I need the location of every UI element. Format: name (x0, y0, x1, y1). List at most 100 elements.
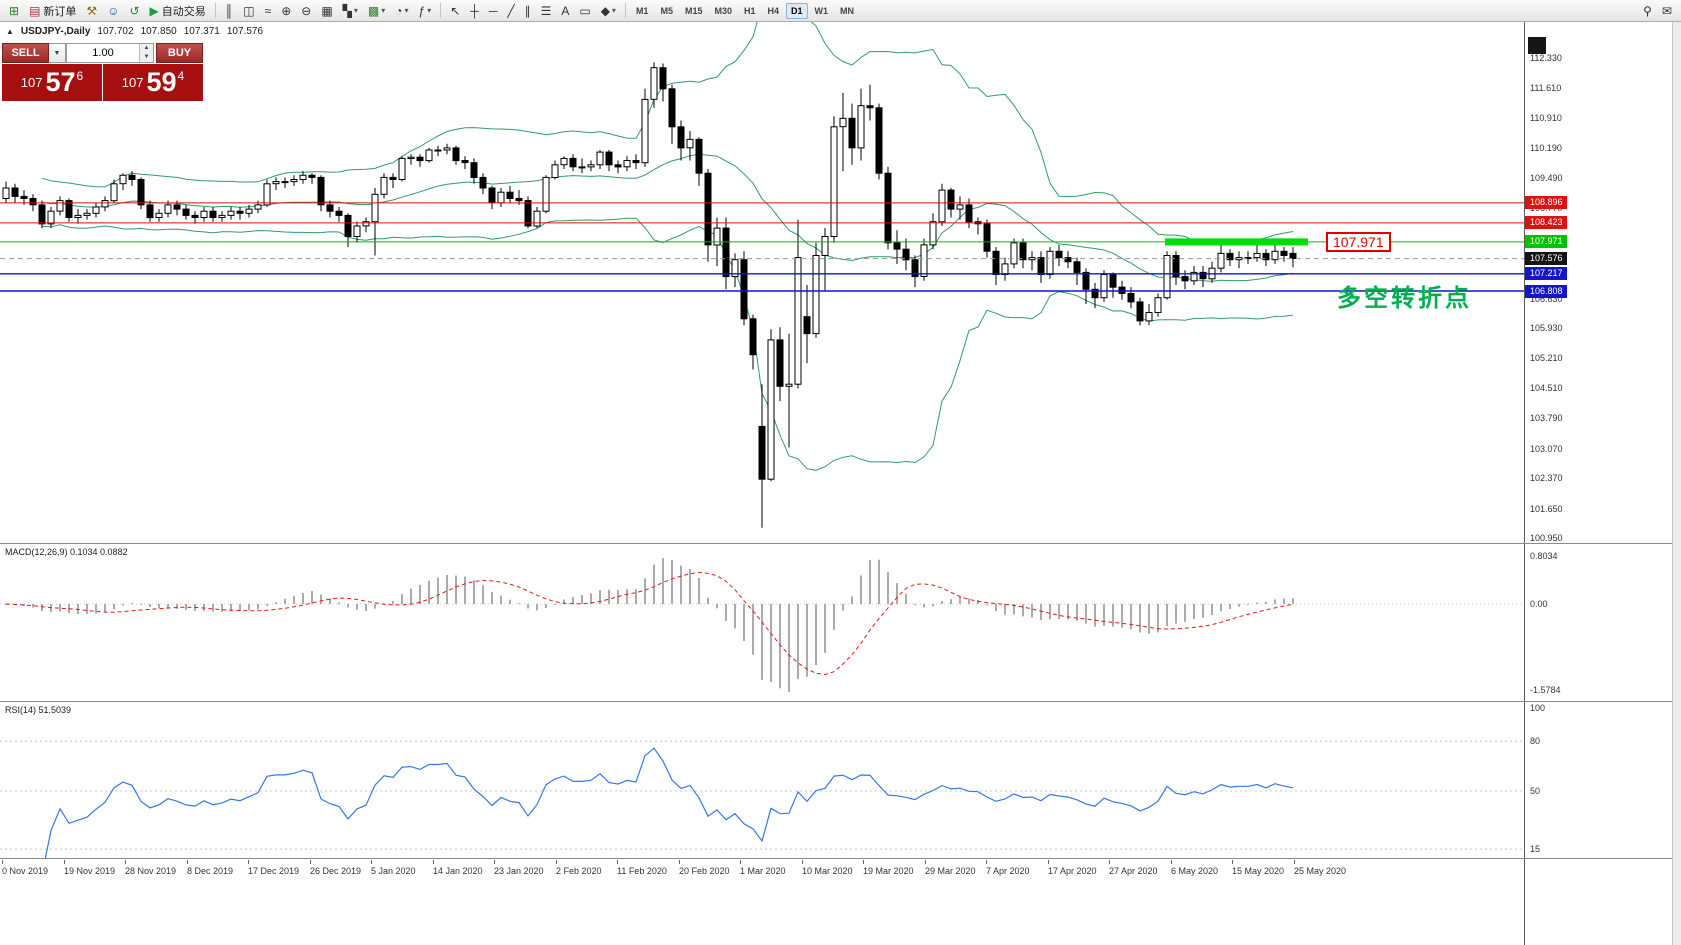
time-axis-tick (556, 860, 557, 864)
tools-icon[interactable]: ⚒ (82, 1, 101, 21)
quote-low: 107.371 (183, 26, 220, 37)
price-axis-label: 105.930 (1530, 323, 1563, 333)
time-axis-label: 20 Feb 2020 (679, 866, 730, 876)
templates-icon[interactable]: ▩ ▾ (364, 1, 389, 21)
timeframe-button-w1[interactable]: W1 (814, 5, 829, 16)
sell-price-frac: 6 (76, 69, 84, 83)
volume-dropdown[interactable]: ▼ (49, 43, 66, 63)
timeframe-button-m5[interactable]: M5 (660, 5, 673, 16)
buy-price-frac: 4 (177, 69, 185, 83)
indicators-icon-caret[interactable]: ▾ (427, 6, 432, 15)
search-icon[interactable]: ⚲ (1639, 1, 1656, 21)
panel-splitter[interactable] (0, 543, 1672, 544)
timeframe-button-m30[interactable]: M30 (714, 5, 732, 16)
equidistant-channel-icon: ∥ (524, 3, 531, 18)
zoom-out-icon[interactable]: ⊖ (297, 1, 315, 21)
tools-icon: ⚒ (86, 3, 98, 18)
one-click-trading-panel: SELL ▼ ▲ ▼ BUY 107 57 6 107 59 4 (2, 43, 203, 101)
turning-point-note[interactable]: 多空转折点 (1337, 285, 1472, 312)
macd-panel[interactable]: MACD(12,26,9) 0.1034 0.0882 (0, 544, 1524, 701)
line-chart-icon[interactable]: ≈ (261, 1, 276, 21)
tile-windows-icon[interactable]: ▦ (317, 1, 336, 21)
bar-chart-icon: ║ (224, 3, 234, 18)
time-axis-border (0, 858, 1672, 859)
history-icon[interactable]: ↺ (125, 1, 143, 21)
sell-price-prefix: 107 (20, 75, 43, 90)
panel-splitter[interactable] (0, 701, 1672, 702)
price-highlight-label[interactable]: 107.971 (1326, 232, 1391, 252)
price-axis[interactable]: 112.330111.610110.910110.190109.490108.7… (1524, 22, 1672, 945)
right-scrollbar[interactable] (1672, 22, 1681, 945)
price-axis-label: 106.630 (1530, 294, 1563, 304)
time-axis-label: 14 Jan 2020 (433, 866, 483, 876)
crosshair-icon[interactable]: ┼ (466, 1, 483, 21)
time-axis-label: 17 Dec 2019 (248, 866, 300, 876)
rsi-title: RSI(14) 51.5039 (5, 705, 72, 715)
line-chart-icon: ≈ (264, 3, 272, 18)
time-axis-tick (1048, 860, 1049, 864)
chat-icon: ✉ (1661, 3, 1672, 18)
indicators-icon[interactable]: ƒ ▾ (415, 1, 436, 21)
price-axis-label: 103.790 (1530, 413, 1563, 423)
trendline-icon[interactable]: ╱ (503, 1, 518, 21)
text-label-icon: ▭ (579, 3, 591, 18)
bar-chart-icon[interactable]: ║ (221, 1, 238, 21)
tile-windows-icon: ▦ (321, 3, 333, 18)
templates-icon-caret[interactable]: ▾ (381, 6, 386, 15)
objects-icon-caret[interactable]: ▾ (611, 6, 616, 15)
timeframe-button-m15[interactable]: M15 (684, 5, 703, 16)
buy-button[interactable]: BUY (156, 43, 203, 63)
timeframe-button-mn[interactable]: MN (840, 5, 855, 16)
bollinger-bands (41, 22, 1294, 471)
new-chart-icon[interactable]: ⊞ (5, 1, 23, 21)
candlestick-icon[interactable]: ◫ (239, 1, 258, 21)
new-order-button[interactable]: ▤ 新订单 (25, 1, 80, 21)
price-axis-label: 109.490 (1530, 173, 1563, 183)
price-axis-label: 110.190 (1530, 143, 1562, 153)
price-marker-current-price: 107.576 (1525, 252, 1567, 265)
volume-down-button[interactable]: ▼ (140, 53, 153, 62)
time-axis-label: 2 Feb 2020 (556, 866, 602, 876)
horizontal-line-icon[interactable]: ─ (485, 1, 502, 21)
chart-window[interactable]: ▲ USDJPY-,Daily 107.702 107.850 107.371 … (0, 22, 1681, 945)
timeframe-button-m1[interactable]: M1 (635, 5, 649, 16)
period-icon-caret[interactable]: ▾ (404, 6, 409, 15)
cursor-icon[interactable]: ↖ (446, 1, 464, 21)
indicators-icon: ƒ (418, 3, 426, 18)
zoom-in-icon[interactable]: ⊕ (277, 1, 295, 21)
volume-input[interactable] (67, 44, 139, 62)
profiles-icon[interactable]: ☺ (103, 1, 123, 21)
horizontal-levels[interactable] (0, 202, 1524, 292)
arrange-windows-icon-caret[interactable]: ▾ (353, 6, 358, 15)
autotrading-button[interactable]: ▶ 自动交易 (146, 1, 210, 21)
main-chart-svg (0, 22, 1524, 528)
sell-price-button[interactable]: 107 57 6 (2, 64, 102, 101)
candlestick-icon: ◫ (243, 3, 255, 18)
arrange-windows-icon[interactable]: ▚ ▾ (339, 1, 362, 21)
rsi-line (44, 747, 1294, 858)
fibonacci-icon[interactable]: ☰ (537, 1, 556, 21)
main-chart[interactable]: 107.971 多空转折点 (0, 22, 1524, 543)
quote-close: 107.576 (226, 26, 264, 37)
toolbar-separator (214, 3, 216, 18)
search-icon: ⚲ (1643, 3, 1652, 18)
zoom-out-icon: ⊖ (301, 3, 312, 18)
volume-up-button[interactable]: ▲ (140, 44, 153, 53)
volume-field: ▲ ▼ (66, 43, 154, 63)
buy-price-button[interactable]: 107 59 4 (103, 64, 203, 101)
sell-button[interactable]: SELL (2, 43, 49, 63)
objects-icon[interactable]: ◆ ▾ (597, 1, 620, 21)
price-marker-support-1: 107.217 (1525, 267, 1567, 280)
timeframe-button-h1[interactable]: H1 (744, 5, 756, 16)
equidistant-channel-icon[interactable]: ∥ (521, 1, 535, 21)
text-label-icon[interactable]: ▭ (575, 1, 594, 21)
price-axis-label: 103.070 (1530, 444, 1563, 454)
chat-icon[interactable]: ✉ (1658, 1, 1676, 21)
timeframe-button-h4[interactable]: H4 (767, 5, 780, 16)
timeframe-button-d1[interactable]: D1 (786, 2, 808, 19)
text-icon[interactable]: A (557, 1, 573, 21)
time-axis-label: 19 Nov 2019 (64, 866, 116, 876)
rsi-panel[interactable]: RSI(14) 51.5039 (0, 702, 1524, 858)
period-icon[interactable]: ◔ ▾ (391, 1, 412, 21)
time-axis[interactable]: 0 Nov 2019 19 Nov 2019 28 Nov 2019 8 Dec 20… (0, 859, 1524, 885)
